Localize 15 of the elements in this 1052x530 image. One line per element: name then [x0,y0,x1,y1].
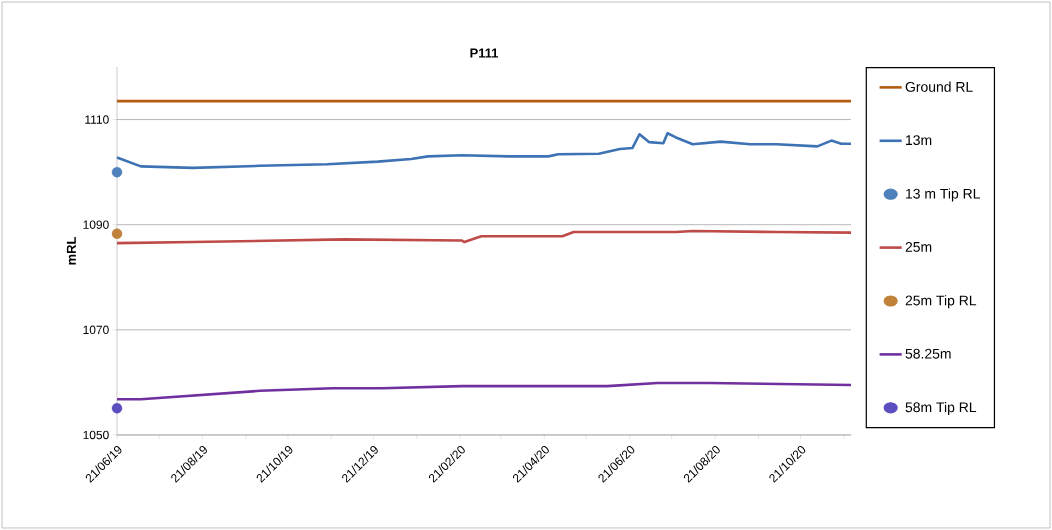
legend-label: 13 m Tip RL [906,188,980,202]
legend-label: 13m [906,135,932,146]
y-axis-title: mRL [66,237,76,265]
legend-label: Ground RL [905,81,973,92]
y-tick-label: 1110 [85,115,109,124]
legend-label: 25m [905,241,932,252]
y-tick-label: 1050 [83,430,109,440]
y-tick-label: 1090 [83,220,109,229]
line-series [115,229,853,245]
line-series [115,131,853,170]
legend-label: 25m Tip RL [905,295,977,309]
chart-title: P111 [470,48,499,58]
legend-label: 58m Tip RL [905,401,977,415]
legend-label: 58.25m [905,348,951,359]
y-tick-label: 1070 [83,325,109,335]
